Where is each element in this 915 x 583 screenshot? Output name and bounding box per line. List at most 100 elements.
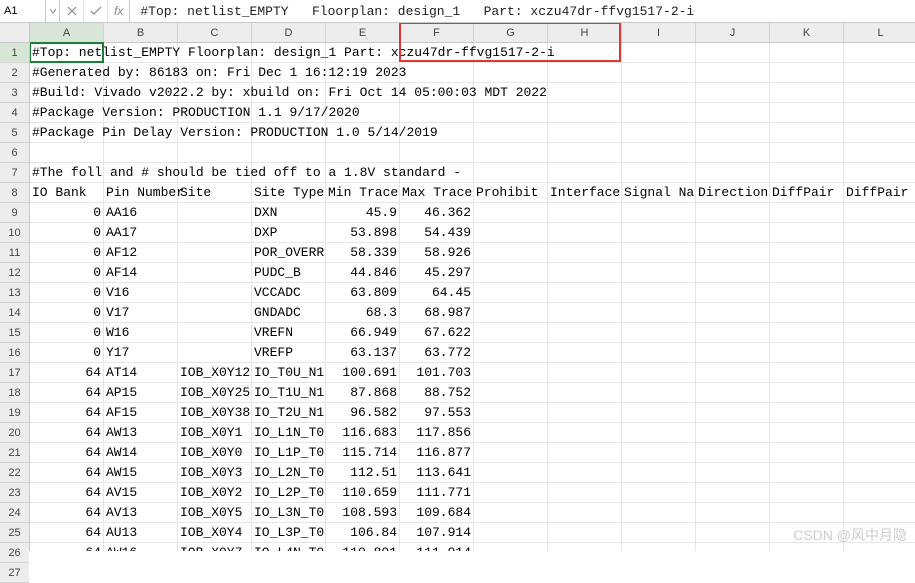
cell[interactable] [474,303,548,323]
cell[interactable] [696,443,770,463]
cell[interactable] [548,543,622,551]
row-header[interactable]: 12 [0,263,29,283]
cell[interactable] [548,203,622,223]
cell[interactable]: 100.691 [326,363,400,383]
cell[interactable] [770,283,844,303]
cell[interactable] [770,343,844,363]
cell[interactable] [548,383,622,403]
cell[interactable] [474,423,548,443]
cell[interactable] [178,223,252,243]
cell[interactable] [696,43,770,63]
cell[interactable] [844,463,915,483]
cell[interactable]: IOB_X0Y0 [178,443,252,463]
cell[interactable]: IOB_X0Y25 [178,383,252,403]
cell[interactable] [474,163,548,183]
cell[interactable] [696,523,770,543]
cell[interactable] [844,323,915,343]
row-header[interactable]: 20 [0,423,29,443]
cell[interactable]: 67.622 [400,323,474,343]
cell[interactable] [400,143,474,163]
cell[interactable]: 88.752 [400,383,474,403]
cell[interactable]: IOB_X0Y4 [178,523,252,543]
cell[interactable]: 58.926 [400,243,474,263]
cell[interactable] [696,483,770,503]
cell[interactable]: 68.987 [400,303,474,323]
cell[interactable]: AT14 [104,363,178,383]
cell[interactable]: 108.593 [326,503,400,523]
cell[interactable] [844,123,915,143]
cell[interactable]: IOB_X0Y1 [178,423,252,443]
column-header[interactable]: L [844,23,915,42]
cell[interactable]: IO_L1P_T0 [252,443,326,463]
cell[interactable] [622,363,696,383]
cell[interactable] [844,43,915,63]
cell[interactable]: 0 [30,263,104,283]
cell[interactable] [844,423,915,443]
row-header[interactable]: 3 [0,83,29,103]
cell[interactable] [548,303,622,323]
cell[interactable]: 111.771 [400,483,474,503]
cell[interactable] [770,463,844,483]
cell[interactable]: IOB_X0Y7 [178,543,252,551]
cell[interactable] [548,123,622,143]
cell[interactable] [400,63,474,83]
cell[interactable] [548,503,622,523]
row-header[interactable]: 15 [0,323,29,343]
cell[interactable] [770,143,844,163]
row-header[interactable]: 17 [0,363,29,383]
cell[interactable] [696,403,770,423]
cell[interactable]: 96.582 [326,403,400,423]
cell[interactable]: 110.801 [326,543,400,551]
cell[interactable]: 0 [30,203,104,223]
cell[interactable]: VREFN [252,323,326,343]
cell[interactable]: 113.641 [400,463,474,483]
cell[interactable] [696,503,770,523]
cell[interactable]: 107.914 [400,523,474,543]
cell[interactable] [622,143,696,163]
cell[interactable] [844,223,915,243]
cell[interactable] [474,243,548,263]
cell[interactable]: 117.856 [400,423,474,443]
fx-label[interactable]: fx [108,0,130,22]
cell[interactable]: 111.914 [400,543,474,551]
cell[interactable] [696,163,770,183]
cell[interactable]: Pin Number [104,183,178,203]
cell[interactable]: 53.898 [326,223,400,243]
cell[interactable] [770,363,844,383]
row-header[interactable]: 2 [0,63,29,83]
cell[interactable]: W16 [104,323,178,343]
cell[interactable] [770,443,844,463]
cell[interactable]: VREFP [252,343,326,363]
column-header[interactable]: D [252,23,326,42]
cell[interactable] [622,503,696,523]
cell[interactable] [178,343,252,363]
cell[interactable]: IO Bank [30,183,104,203]
cell[interactable] [770,483,844,503]
cell[interactable]: 64 [30,463,104,483]
cell[interactable] [696,143,770,163]
cell[interactable] [178,203,252,223]
row-header[interactable]: 6 [0,143,29,163]
cell[interactable] [696,383,770,403]
cell[interactable] [844,283,915,303]
column-header[interactable]: A [30,23,104,42]
cell[interactable] [474,503,548,523]
cell[interactable]: DiffPair [770,183,844,203]
cell[interactable]: #The foll and # should be tied off to a … [30,163,104,183]
cell[interactable]: 45.9 [326,203,400,223]
cell[interactable] [326,143,400,163]
cell[interactable] [770,63,844,83]
cell[interactable] [474,363,548,383]
cell[interactable] [844,263,915,283]
column-header[interactable]: I [622,23,696,42]
column-header[interactable]: B [104,23,178,42]
cell[interactable] [770,83,844,103]
cell[interactable] [178,243,252,263]
row-header[interactable]: 7 [0,163,29,183]
cell[interactable] [474,383,548,403]
cell[interactable] [770,303,844,323]
cell[interactable]: 45.297 [400,263,474,283]
cell[interactable] [622,383,696,403]
row-header[interactable]: 21 [0,443,29,463]
row-header[interactable]: 19 [0,403,29,423]
